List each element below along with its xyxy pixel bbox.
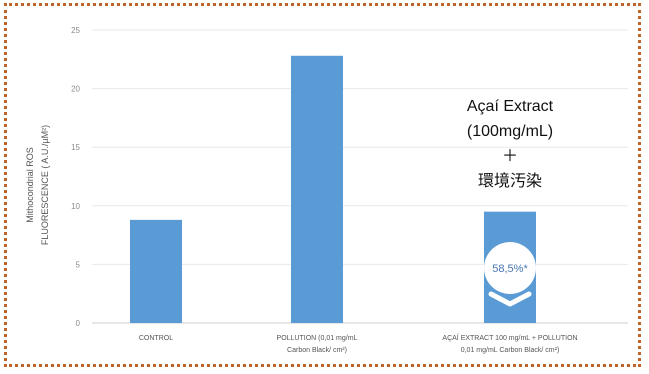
y-axis-label-line-1: Mithocondrial ROS xyxy=(25,147,35,223)
y-tick-label: 20 xyxy=(71,85,80,94)
badge-circle xyxy=(484,242,536,294)
bar xyxy=(130,219,182,323)
annotation-line-2: (100mg/mL) xyxy=(467,123,553,140)
y-tick-label: 25 xyxy=(71,26,80,35)
x-category-label: POLLUTION (0,01 mg/mL xyxy=(277,335,358,342)
y-tick-label: 5 xyxy=(76,260,81,269)
annotation-line-1: Açaí Extract xyxy=(467,98,554,115)
chevron-down-icon xyxy=(488,291,532,307)
annotation-line-3: ＋ xyxy=(502,148,518,165)
y-tick-label: 10 xyxy=(71,202,80,211)
x-category-label: 0,01 mg/mL Carbon Black/ cm²) xyxy=(461,347,560,354)
x-category-label: Carbon Black/ cm²) xyxy=(287,347,347,354)
badge-text: 58,5%* xyxy=(492,263,528,275)
reduction-badge: 58,5%* xyxy=(484,242,536,307)
y-axis-label-line-2: FLUORESCENCE ( A.U./µM²) xyxy=(40,125,50,245)
bar xyxy=(291,55,343,324)
x-category-label: AÇAÍ EXTRACT 100 mg/mL + POLLUTION xyxy=(442,333,577,342)
y-tick-label: 15 xyxy=(71,143,80,152)
annotation-line-4: 環境汚染 xyxy=(478,171,542,190)
x-category-label: CONTROL xyxy=(139,335,173,342)
y-tick-label: 0 xyxy=(76,319,81,328)
